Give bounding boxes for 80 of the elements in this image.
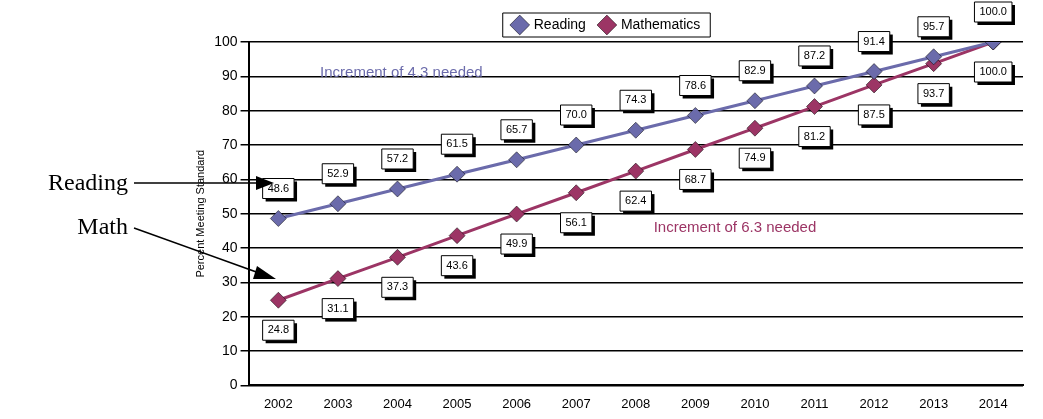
point bbox=[567, 184, 585, 201]
point bbox=[925, 48, 942, 66]
data-label: 52.9 bbox=[327, 166, 349, 179]
data-label: 91.4 bbox=[863, 34, 885, 47]
point bbox=[687, 141, 704, 158]
y-tick-label: 30 bbox=[221, 273, 238, 290]
data-label: 87.5 bbox=[863, 107, 885, 120]
data-label: 65.7 bbox=[505, 122, 528, 135]
data-label: 49.9 bbox=[505, 237, 528, 250]
data-label: 37.3 bbox=[386, 280, 409, 293]
data-label: 78.6 bbox=[684, 78, 707, 91]
point bbox=[389, 180, 406, 198]
x-tick-label: 2003 bbox=[323, 395, 353, 411]
data-label: 70.0 bbox=[565, 108, 587, 121]
y-tick-label: 10 bbox=[221, 341, 238, 358]
x-tick-label: 2006 bbox=[502, 395, 532, 411]
y-tick-label: 90 bbox=[221, 67, 238, 84]
x-tick-label: 2012 bbox=[859, 395, 889, 411]
annotation: Increment of 6.3 needed bbox=[653, 217, 817, 235]
data-label: 93.7 bbox=[922, 86, 945, 99]
point bbox=[448, 165, 466, 183]
data-label: 82.9 bbox=[744, 63, 766, 76]
data-label: 56.1 bbox=[565, 215, 587, 228]
point bbox=[627, 162, 645, 180]
x-tick-label: 2011 bbox=[800, 395, 829, 411]
point bbox=[806, 77, 823, 95]
data-label: 62.4 bbox=[625, 194, 647, 207]
annotation: Increment of 4.3 needed bbox=[320, 63, 483, 81]
point bbox=[865, 63, 883, 80]
data-label: 87.2 bbox=[803, 48, 826, 61]
x-tick-label: 2002 bbox=[263, 395, 293, 411]
legend-label: Reading bbox=[533, 15, 586, 32]
data-label: 24.8 bbox=[267, 323, 290, 336]
data-label: 61.5 bbox=[446, 137, 468, 150]
y-tick-label: 60 bbox=[221, 170, 238, 187]
y-axis-title: Percent Meeting Standard bbox=[193, 149, 206, 278]
data-label: 95.7 bbox=[922, 19, 945, 32]
data-label: 74.9 bbox=[744, 151, 766, 164]
data-label: 48.6 bbox=[267, 181, 290, 194]
point bbox=[508, 151, 525, 169]
point bbox=[806, 98, 823, 115]
point bbox=[448, 227, 466, 244]
y-tick-label: 20 bbox=[221, 307, 238, 324]
x-tick-label: 2010 bbox=[740, 395, 770, 411]
x-tick-label: 2007 bbox=[561, 395, 591, 411]
point bbox=[865, 76, 883, 94]
data-label: 74.3 bbox=[625, 93, 647, 106]
text: Math bbox=[77, 213, 128, 240]
point bbox=[627, 122, 645, 139]
point bbox=[746, 92, 764, 109]
point bbox=[687, 107, 704, 124]
point bbox=[746, 119, 764, 137]
data-label: 100.0 bbox=[979, 5, 1007, 18]
legend-label: Mathematics bbox=[620, 15, 701, 32]
point bbox=[270, 291, 287, 309]
y-tick-label: 80 bbox=[221, 101, 238, 118]
text: Reading bbox=[48, 169, 128, 196]
point bbox=[270, 210, 287, 227]
data-label: 31.1 bbox=[327, 301, 349, 314]
point bbox=[567, 136, 585, 154]
data-label: 43.6 bbox=[446, 258, 468, 271]
x-tick-label: 2005 bbox=[442, 395, 472, 411]
x-tick-label: 2013 bbox=[919, 395, 949, 411]
x-tick-label: 2004 bbox=[383, 395, 412, 411]
y-tick-label: 50 bbox=[221, 204, 238, 221]
y-tick-label: 100 bbox=[214, 32, 238, 49]
y-tick-label: 0 bbox=[229, 376, 238, 393]
point bbox=[508, 205, 525, 223]
data-label: 57.2 bbox=[386, 152, 409, 165]
data-label: 81.2 bbox=[803, 129, 826, 142]
point bbox=[389, 249, 406, 266]
data-label: 100.0 bbox=[979, 65, 1007, 78]
y-tick-label: 70 bbox=[221, 135, 238, 152]
point bbox=[329, 270, 347, 287]
x-tick-label: 2009 bbox=[680, 395, 710, 411]
y-tick-label: 40 bbox=[221, 238, 238, 255]
x-tick-label: 2008 bbox=[621, 395, 651, 411]
point bbox=[329, 195, 347, 212]
x-tick-label: 2014 bbox=[978, 395, 1008, 411]
data-label: 68.7 bbox=[684, 172, 707, 185]
